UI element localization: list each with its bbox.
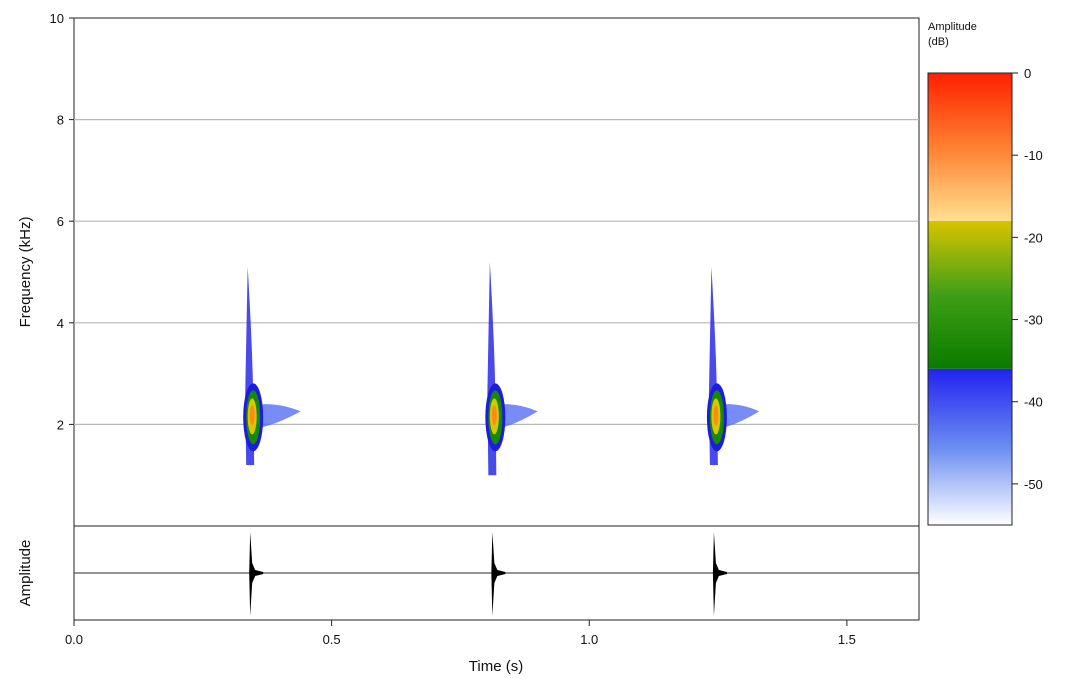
call-tail [495, 404, 538, 430]
x-tick-label: 0.5 [323, 632, 341, 647]
waveform-spike [712, 532, 727, 616]
y-tick-label: 4 [57, 316, 64, 331]
colorbar-title-line2: (dB) [928, 36, 949, 48]
call-core-peak [249, 405, 255, 426]
colorbar-bands [928, 73, 1012, 525]
spectrogram-y-ticks: 2 4 6 8 10 [50, 11, 74, 432]
colorbar-tick-label: -40 [1024, 395, 1043, 410]
call-event [706, 266, 760, 466]
call-core-peak [491, 405, 497, 426]
colorbar-tick-label: -30 [1024, 313, 1043, 328]
colorbar-tick-label: -10 [1024, 148, 1043, 163]
y-tick-label: 2 [57, 417, 64, 432]
waveform-spike [491, 532, 506, 616]
colorbar: Amplitude (dB) 0 -10 -20 -30 -40 -50 [927, 21, 1043, 526]
colorbar-tick-label: -50 [1024, 477, 1043, 492]
colorbar-band [928, 220, 1012, 369]
colorbar-tick-label: 0 [1024, 66, 1031, 81]
call-tail [253, 404, 301, 430]
colorbar-band [928, 73, 1012, 221]
y-tick-label: 10 [50, 11, 64, 26]
spike-shape [249, 532, 264, 616]
x-tick-label: 1.5 [838, 632, 856, 647]
spectrogram-panel: 2 4 6 8 10 Frequency (kHz) [17, 11, 920, 527]
call-event [243, 266, 301, 466]
x-axis: 0.0 0.5 1.0 1.5 [65, 620, 856, 647]
spectrogram-y-label: Frequency (kHz) [17, 217, 34, 328]
x-tick-label: 0.0 [65, 632, 83, 647]
waveform-spike [249, 532, 264, 616]
y-tick-label: 6 [57, 214, 64, 229]
waveform-panel: Amplitude [17, 525, 920, 621]
colorbar-ticks: 0 -10 -20 -30 -40 -50 [1012, 66, 1043, 492]
y-tick-label: 8 [57, 113, 64, 128]
spike-shape [712, 532, 727, 616]
colorbar-title-line1: Amplitude [928, 21, 977, 33]
colorbar-band [928, 368, 1012, 525]
call-event [485, 261, 538, 476]
x-tick-label: 1.0 [580, 632, 598, 647]
colorbar-frame [927, 72, 1013, 526]
call-core-peak [713, 405, 719, 426]
waveform-events [249, 532, 727, 616]
call-tail [716, 404, 760, 430]
spike-shape [491, 532, 506, 616]
x-axis-label: Time (s) [469, 658, 523, 675]
spectrogram-events [243, 261, 760, 476]
colorbar-tick-label: -20 [1024, 230, 1043, 245]
waveform-y-label: Amplitude [17, 540, 34, 607]
